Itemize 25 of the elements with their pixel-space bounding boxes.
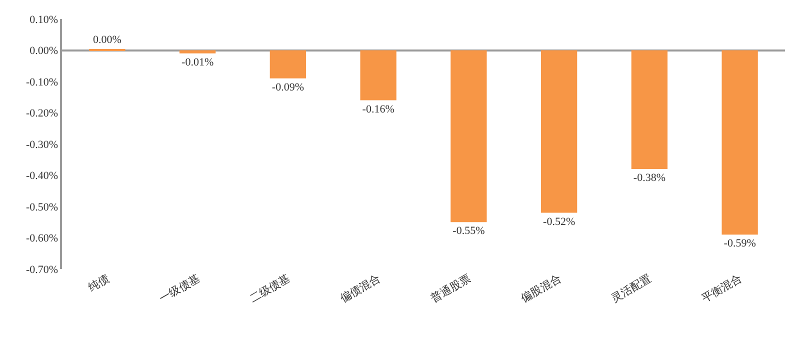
x-tick-label: 偏债混合	[338, 272, 383, 305]
data-label: -0.16%	[362, 103, 394, 116]
data-label: -0.38%	[633, 172, 666, 184]
x-tick-label: 纯债	[86, 272, 112, 294]
x-tick-label: 二级债基	[248, 272, 292, 305]
data-label: -0.09%	[272, 81, 304, 94]
x-tick-label: 平衡混合	[699, 272, 744, 305]
y-tick-label: -0.20%	[26, 108, 58, 120]
y-tick-label: -0.10%	[26, 76, 58, 88]
y-tick-label: 0.00%	[30, 45, 58, 58]
y-tick-label: -0.40%	[26, 170, 58, 182]
data-label: -0.55%	[452, 225, 485, 238]
x-tick-label: 一级债基	[157, 272, 202, 305]
y-tick-label: -0.60%	[26, 232, 58, 245]
y-tick-label: -0.50%	[26, 201, 58, 214]
y-tick-label: -0.70%	[26, 264, 58, 276]
y-tick-label: -0.30%	[26, 138, 58, 151]
x-tick-label: 灵活配置	[610, 272, 654, 305]
data-label: -0.59%	[724, 238, 756, 250]
data-label: -0.52%	[543, 216, 576, 228]
y-tick-label: 0.10%	[30, 14, 58, 26]
x-tick-label: 偏股混合	[518, 272, 564, 305]
x-tick-label: 普通股票	[428, 272, 473, 305]
data-label: -0.01%	[182, 56, 214, 68]
data-label: 0.00%	[92, 34, 122, 46]
